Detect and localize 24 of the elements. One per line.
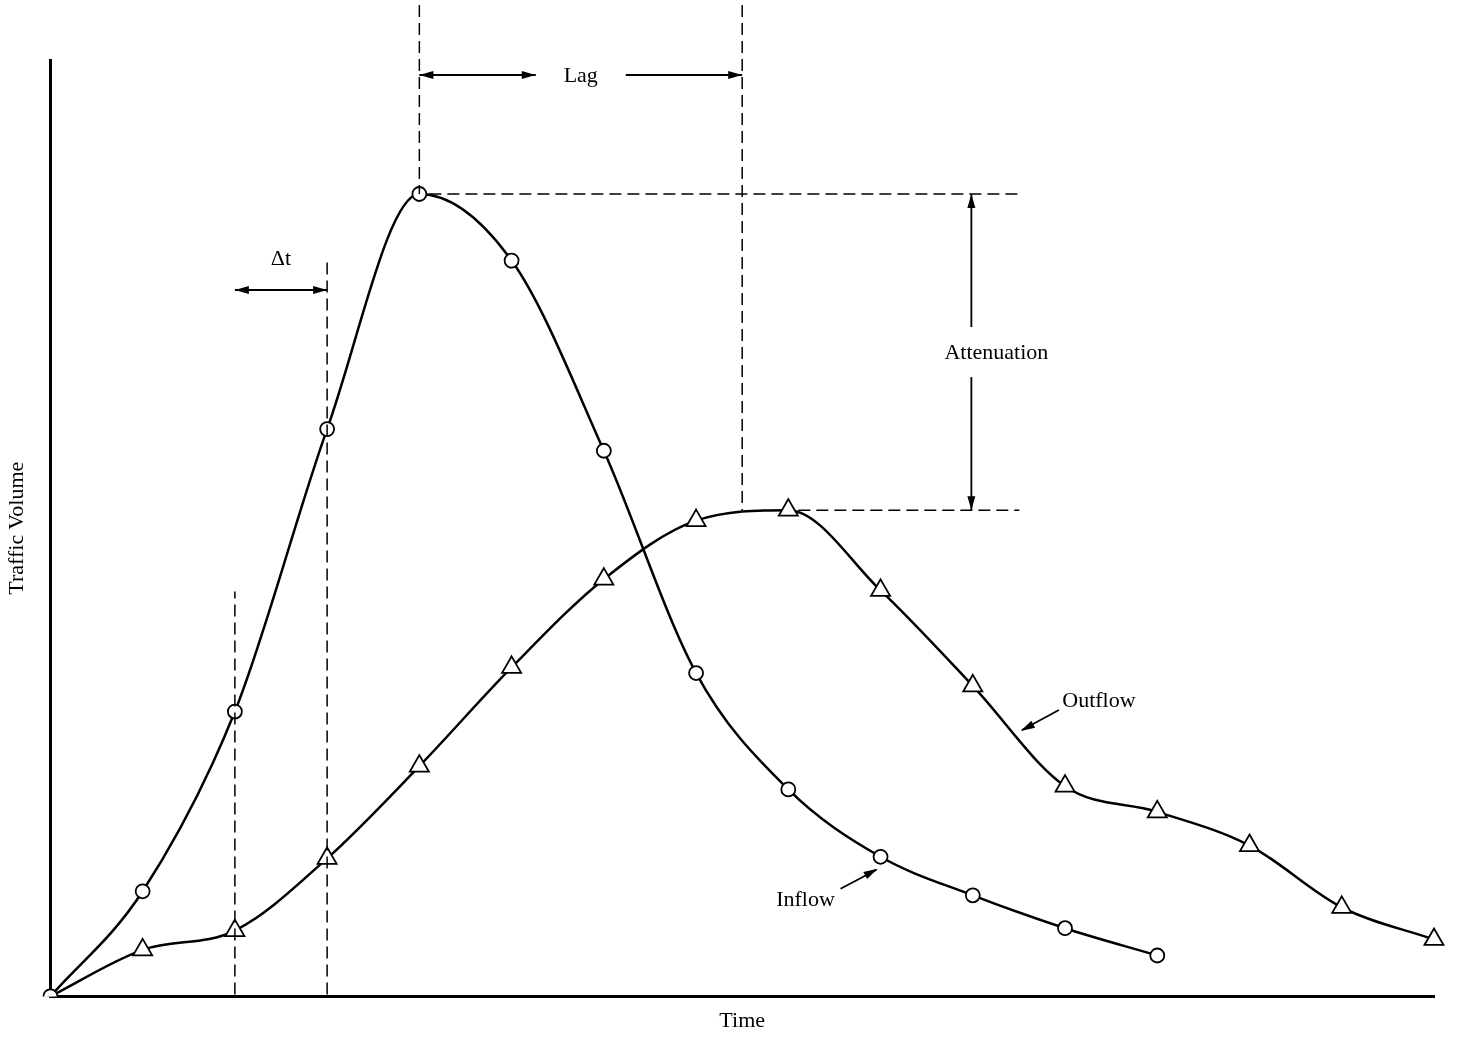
- point: [1239, 833, 1260, 852]
- point: [1146, 799, 1168, 819]
- text: Outflow: [1062, 687, 1136, 714]
- point: [1423, 927, 1445, 946]
- point: [316, 846, 338, 865]
- point: [870, 578, 891, 597]
- y-axis-title: Traffic Volume: [2, 461, 28, 595]
- text: Lag: [563, 62, 598, 88]
- point: [408, 754, 430, 773]
- point: [777, 498, 799, 517]
- point: [685, 508, 707, 527]
- point: [595, 442, 612, 459]
- annotation: Δt: [270, 245, 292, 271]
- point: [411, 186, 428, 202]
- point: [503, 252, 520, 269]
- x-axis-title: Time: [719, 1006, 766, 1032]
- text: Inflow: [776, 885, 835, 912]
- point: [962, 673, 984, 693]
- point: [593, 567, 615, 586]
- point: [132, 937, 154, 957]
- annotation: Attenuation: [944, 339, 1049, 366]
- point: [1054, 774, 1076, 793]
- point: [1331, 895, 1353, 914]
- point: [501, 655, 523, 674]
